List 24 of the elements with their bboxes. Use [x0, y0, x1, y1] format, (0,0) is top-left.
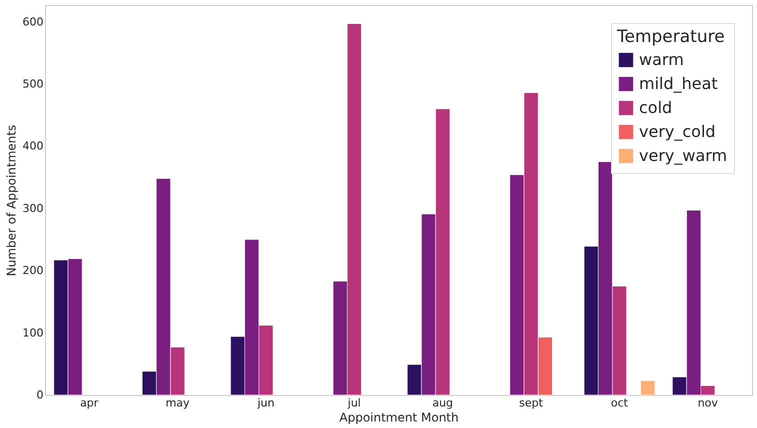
y-tick-label: 600 — [22, 15, 44, 28]
x-tick-label: sept — [519, 396, 544, 410]
y-tick-label: 100 — [22, 326, 44, 340]
legend-title: Temperature — [616, 27, 725, 47]
x-tick-label: may — [166, 396, 190, 410]
x-tick-label: jun — [256, 396, 274, 410]
legend-label: mild_heat — [639, 74, 718, 93]
y-axis-title: Number of Appointments — [4, 124, 19, 276]
bar — [640, 380, 656, 396]
legend-label: very_warm — [639, 146, 728, 165]
legend-label: very_cold — [639, 122, 716, 141]
y-tick-label: 400 — [22, 140, 44, 153]
y-tick-label: 200 — [22, 264, 44, 278]
x-tick-label: oct — [610, 396, 629, 410]
legend-label: warm — [639, 50, 684, 69]
x-axis-title: Appointment Month — [339, 410, 459, 424]
x-tick-label: nov — [698, 396, 718, 410]
x-tick-label: jul — [346, 396, 361, 410]
y-tick-label: 300 — [22, 202, 44, 215]
y-tick-label: 0 — [36, 388, 44, 402]
x-tick-label: aug — [432, 396, 454, 410]
y-tick-label: 500 — [22, 77, 44, 90]
legend-label: cold — [639, 98, 672, 117]
x-tick-label: apr — [80, 396, 99, 410]
